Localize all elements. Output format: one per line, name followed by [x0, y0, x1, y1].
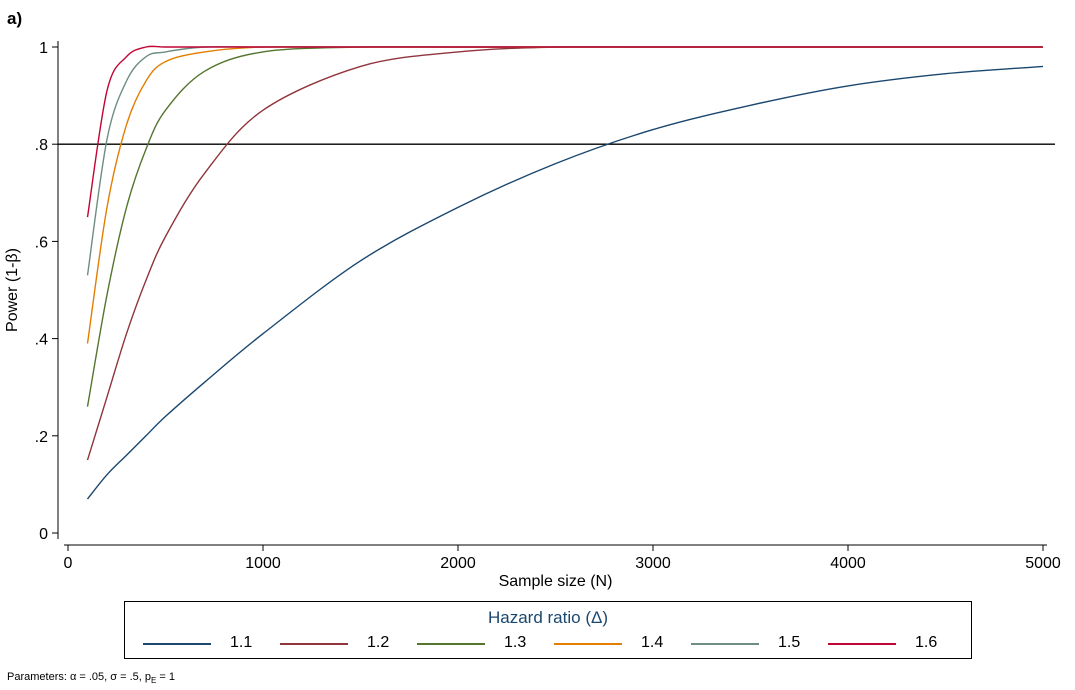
series-line-1-1	[86, 65, 1044, 500]
legend-swatch	[554, 643, 622, 645]
power-curve-chart: a) 0 .2 .4 .6 .8 1 0 1000 2000 3000 4000 5000 Power…	[4, 9, 1061, 590]
y-tick-label: .8	[35, 137, 48, 154]
legend-swatch	[143, 643, 211, 645]
legend-swatch	[280, 643, 348, 645]
series-line-1-5	[86, 45, 1043, 276]
x-tick-label: 2000	[440, 555, 476, 572]
series-line-1-2	[86, 45, 1043, 461]
legend-label: 1.1	[230, 634, 253, 651]
x-tick-label: 5000	[1025, 555, 1061, 572]
series-line-1-3	[86, 45, 1043, 407]
legend-swatch	[417, 643, 485, 645]
legend-label: 1.5	[778, 634, 801, 651]
legend-swatch	[828, 643, 896, 645]
legend: Hazard ratio (Δ) 1.1 1.2 1.3 1.4 1.5 1.6	[124, 601, 972, 659]
y-tick-label: .6	[35, 234, 48, 251]
legend-label: 1.4	[641, 634, 664, 651]
y-tick-label: 0	[39, 526, 48, 543]
x-tick-label: 0	[64, 555, 73, 572]
y-tick-label: 1	[39, 40, 48, 57]
x-tick-label: 4000	[830, 555, 866, 572]
x-tick-label: 3000	[635, 555, 671, 572]
legend-label: 1.6	[915, 634, 938, 651]
y-tick-label: .2	[35, 429, 48, 446]
legend-label: 1.3	[504, 634, 527, 651]
series-line-1-6	[86, 45, 1043, 218]
y-axis-title: Power (1-β)	[4, 248, 21, 332]
y-tick-label: .4	[35, 332, 48, 349]
panel-label: a)	[7, 9, 22, 28]
series-line-1-4	[86, 45, 1043, 344]
legend-title: Hazard ratio (Δ)	[488, 608, 608, 627]
legend-label: 1.2	[367, 634, 390, 651]
footnote: Parameters: α = .05, σ = .5, pE = 1	[7, 671, 175, 686]
x-tick-label: 1000	[245, 555, 281, 572]
x-axis-title: Sample size (N)	[499, 573, 613, 590]
legend-swatch	[691, 643, 759, 645]
plot-area: 0 .2 .4 .6 .8 1 0 1000 2000 3000 4000 5000	[35, 40, 1061, 572]
legend-items: 1.1 1.2 1.3 1.4 1.5 1.6	[125, 633, 971, 655]
